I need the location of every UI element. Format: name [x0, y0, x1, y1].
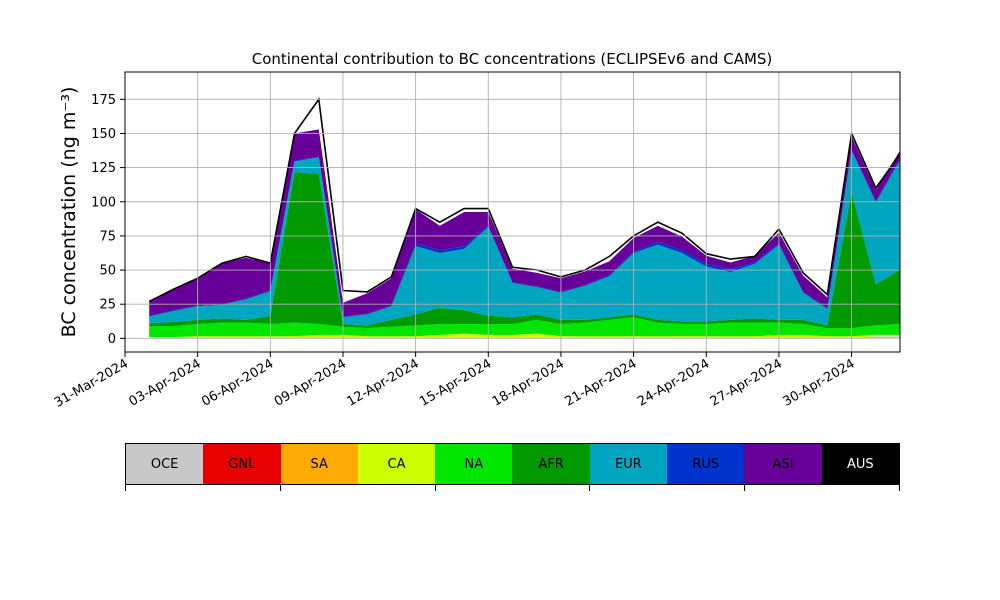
x-tick-label: 30-Apr-2024: [780, 356, 857, 409]
stacked-areas: [149, 129, 900, 339]
y-axis-label: BC concentration (ng m⁻³): [58, 87, 80, 338]
plot-frame: [124, 71, 901, 353]
y-tick-label: 25: [99, 298, 116, 313]
chart-title: Continental contribution to BC concentra…: [252, 50, 773, 68]
colorbar-tick: [899, 485, 900, 491]
y-tick-label: 50: [99, 264, 116, 279]
y-tick-label: 150: [91, 127, 116, 142]
y-tick-label: 0: [108, 332, 116, 347]
x-tick-label: 18-Apr-2024: [490, 356, 567, 409]
x-tick-label: 24-Apr-2024: [635, 356, 712, 409]
area-oce: [149, 336, 900, 339]
colorbar-tick: [589, 485, 591, 491]
legend-cell-eur: EUR: [589, 444, 668, 484]
total-line: [148, 97, 901, 303]
legend-cell-ca: CA: [357, 444, 436, 484]
colorbar-tick: [744, 485, 746, 491]
area-na: [149, 317, 900, 337]
x-tick-label: 12-Apr-2024: [345, 356, 422, 409]
y-tick-label: 125: [91, 161, 116, 176]
colorbar-tick: [279, 485, 281, 491]
x-tick-label: 31-Mar-2024: [52, 356, 131, 410]
x-tick-label: 03-Apr-2024: [127, 356, 204, 409]
y-tick-label: 75: [99, 229, 116, 244]
area-afr: [149, 172, 900, 329]
region-colorbar: OCE GNL SA CA NA AFR EUR RUS ASI AUS: [125, 443, 900, 485]
legend-cell-gnl: GNL: [203, 444, 281, 484]
area-eur: [149, 150, 900, 326]
x-tick-label: 15-Apr-2024: [417, 356, 494, 409]
plot-area: 0 25 50 75 100 125 150 175 31-Mar-202403-Apr-202…: [52, 71, 901, 411]
x-tick-label: 06-Apr-2024: [199, 356, 276, 409]
colorbar-tick: [125, 485, 126, 491]
legend-cell-rus: RUS: [667, 444, 745, 484]
colorbar-ticks: [125, 485, 900, 493]
legend-cell-afr: AFR: [512, 444, 590, 484]
y-tick-label: 175: [91, 93, 116, 108]
legend-cell-oce: OCE: [126, 444, 204, 484]
x-tick-label: 21-Apr-2024: [562, 356, 639, 409]
x-tick-label: 27-Apr-2024: [708, 356, 785, 409]
area-ca: [149, 333, 900, 338]
legend-cell-na: NA: [435, 444, 513, 484]
legend-cell-asi: ASI: [744, 444, 822, 484]
y-tick-label: 100: [91, 195, 116, 210]
legend-cell-sa: SA: [280, 444, 358, 484]
x-tick-label: 09-Apr-2024: [272, 356, 349, 409]
colorbar-tick: [434, 485, 436, 491]
legend-cell-aus: AUS: [821, 444, 899, 484]
